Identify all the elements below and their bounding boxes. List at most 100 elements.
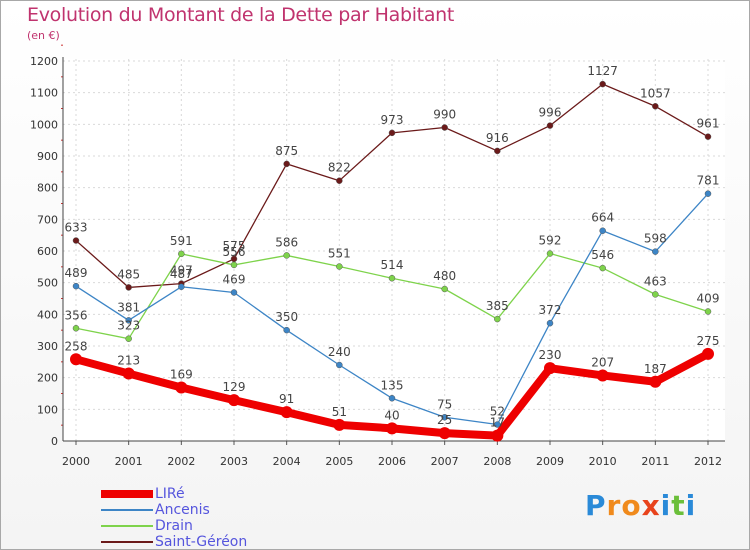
y-tick-label: 1000 (30, 118, 58, 131)
data-point (702, 347, 714, 360)
data-point (175, 381, 188, 394)
data-labels: 258 213 169 129 91 51 40 25 17 230 207 187 275 489 381… (65, 64, 720, 430)
data-label: 409 (697, 291, 720, 305)
y-tick-label: 1100 (30, 87, 58, 100)
x-tick-label: 2001 (115, 455, 143, 468)
legend-label: Drain (155, 518, 193, 534)
data-label: 592 (539, 234, 562, 248)
logo-letter: i (685, 489, 697, 522)
data-label: 961 (697, 117, 720, 131)
data-label: 469 (223, 272, 246, 286)
data-point (336, 177, 343, 184)
x-tick-label: 2007 (431, 455, 459, 468)
data-point (599, 264, 606, 272)
data-point (546, 250, 554, 257)
data-point (546, 122, 554, 129)
y-tick-label: 900 (37, 150, 58, 163)
y-tick-label: 1200 (30, 55, 58, 68)
data-point (178, 283, 185, 291)
logo-letter: r (606, 489, 622, 522)
data-label: 575 (223, 239, 246, 253)
data-label: 51 (332, 405, 347, 419)
data-point (228, 394, 240, 407)
data-label: 598 (644, 232, 667, 246)
data-label: 514 (381, 258, 404, 272)
data-label: 875 (275, 144, 298, 158)
x-tick-label: 2003 (220, 455, 248, 468)
data-point (441, 285, 448, 293)
proxiti-logo: Proxiti (585, 489, 696, 522)
data-label: 591 (170, 234, 193, 248)
data-label: 52 (490, 405, 505, 419)
data-label: 91 (279, 392, 294, 406)
logo-letter: t (671, 489, 686, 522)
data-point (72, 325, 80, 332)
data-label: 230 (539, 348, 562, 362)
data-label: 996 (539, 106, 562, 120)
data-point (704, 190, 712, 197)
data-point (283, 326, 290, 334)
legend: LIRé Ancenis Drain Saint-Géréon (101, 486, 247, 550)
legend-swatch (101, 525, 153, 527)
y-tick-label: 200 (37, 372, 58, 385)
data-label: 372 (539, 303, 562, 317)
legend-swatch (101, 509, 153, 511)
data-label: 381 (117, 300, 140, 314)
logo-letter: P (585, 489, 607, 522)
data-label: 213 (117, 354, 140, 368)
data-label: 129 (223, 380, 246, 394)
logo-letter: i (660, 489, 672, 522)
data-point (491, 429, 504, 442)
data-label: 463 (644, 274, 667, 288)
data-point (704, 133, 712, 140)
data-point (388, 274, 396, 282)
data-point (280, 406, 293, 419)
data-point (494, 421, 501, 428)
data-label: 275 (697, 334, 720, 348)
x-tick-label: 2004 (273, 455, 301, 468)
legend-item: Drain (101, 518, 247, 534)
chart-title: Evolution du Montant de la Dette par Hab… (27, 4, 455, 26)
data-label: 633 (65, 221, 88, 235)
data-label: 187 (644, 362, 667, 376)
data-label: 25 (437, 413, 452, 427)
data-point (546, 319, 554, 327)
data-label: 485 (117, 267, 140, 281)
data-point (125, 317, 132, 324)
data-label: 350 (275, 310, 298, 324)
data-point (283, 160, 290, 168)
data-point (388, 395, 396, 402)
legend-swatch (101, 541, 153, 543)
data-label: 323 (117, 319, 140, 333)
data-point (336, 361, 343, 369)
legend-item: Saint-Géréon (101, 534, 247, 550)
data-label: 258 (65, 339, 88, 353)
data-point (441, 124, 448, 131)
data-point (125, 335, 132, 342)
x-tick-label: 2002 (167, 455, 195, 468)
data-label: 973 (381, 113, 404, 127)
data-point (72, 282, 80, 290)
data-label: 990 (433, 108, 456, 122)
data-label: 556 (223, 245, 246, 259)
data-point (125, 284, 132, 291)
data-point (596, 369, 609, 382)
data-point (441, 414, 448, 421)
legend-label: Saint-Géréon (155, 534, 248, 550)
y-tick-label: 300 (37, 340, 58, 353)
axes: 0 100 200 300 400 500 600 700 800 900 1000 1100 1200… (30, 44, 725, 468)
data-label: 169 (170, 367, 193, 381)
data-point (649, 375, 662, 388)
y-tick-label: 800 (37, 182, 58, 195)
data-point (652, 248, 659, 255)
legend-label: LIRé (155, 486, 185, 502)
data-label: 546 (591, 248, 614, 262)
data-label: 497 (170, 264, 193, 278)
data-point (386, 422, 398, 435)
data-label: 916 (486, 131, 509, 145)
data-point (544, 362, 556, 375)
y-tick-label: 400 (37, 308, 58, 321)
x-tick-label: 2009 (536, 455, 564, 468)
data-point (333, 418, 346, 431)
